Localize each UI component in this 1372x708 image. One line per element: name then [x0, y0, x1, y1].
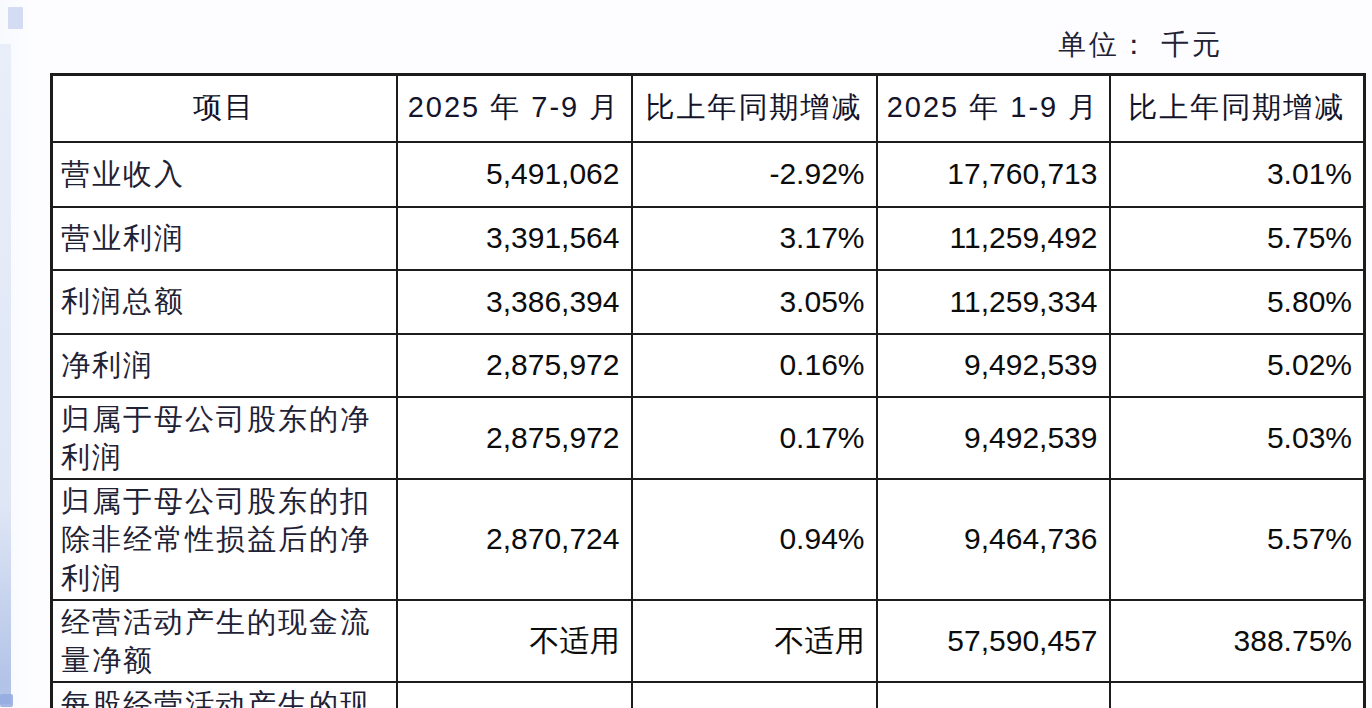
unit-label: 单位： 千元: [1058, 26, 1223, 64]
table-row-cash-flow-per-share: 每股经营活动产生的现金流量净额（元/股） 不适用 不适用 13.59 359.8…: [52, 682, 1365, 708]
financial-summary-table: 项目 2025 年 7-9 月 比上年同期增减 2025 年 1-9 月 比上年…: [50, 73, 1366, 708]
value-cell: 2,870,724: [397, 479, 632, 600]
value-cell: 5.80%: [1110, 270, 1365, 334]
header-q3-yoy-change: 比上年同期增减: [632, 75, 877, 142]
table-row-operating-profit: 营业利润 3,391,564 3.17% 11,259,492 5.75%: [52, 207, 1365, 270]
table-row-net-profit-excl-nonrecurring: 归属于母公司股东的扣除非经常性损益后的净利润 2,870,724 0.94% 9…: [52, 479, 1365, 600]
header-q3-period: 2025 年 7-9 月: [397, 75, 632, 142]
row-label-cell: 每股经营活动产生的现金流量净额（元/股）: [52, 682, 397, 708]
value-cell: 不适用: [397, 682, 632, 708]
value-cell: 5.03%: [1110, 397, 1365, 480]
value-cell: 3,386,394: [397, 270, 632, 334]
left-edge-artifact: [0, 44, 11, 704]
value-cell: 11,259,492: [877, 207, 1110, 270]
value-cell: 0.94%: [632, 479, 877, 600]
value-cell: 3.01%: [1110, 142, 1365, 207]
value-cell: 3,391,564: [397, 207, 632, 270]
value-cell: 5,491,062: [397, 142, 632, 207]
value-cell: 2,875,972: [397, 397, 632, 480]
table-header-row: 项目 2025 年 7-9 月 比上年同期增减 2025 年 1-9 月 比上年…: [52, 75, 1365, 142]
value-cell: 359.85%: [1110, 682, 1365, 708]
row-label-cell: 利润总额: [52, 270, 397, 334]
value-cell: 5.02%: [1110, 334, 1365, 397]
header-item-column: 项目: [52, 75, 397, 142]
value-cell: 3.17%: [632, 207, 877, 270]
value-cell: 不适用: [632, 682, 877, 708]
value-cell: 3.05%: [632, 270, 877, 334]
value-cell: 5.75%: [1110, 207, 1365, 270]
header-ytd-yoy-change: 比上年同期增减: [1110, 75, 1365, 142]
value-cell: -2.92%: [632, 142, 877, 207]
table-row-total-profit: 利润总额 3,386,394 3.05% 11,259,334 5.80%: [52, 270, 1365, 334]
row-label-cell: 归属于母公司股东的扣除非经常性损益后的净利润: [52, 479, 397, 600]
header-ytd-period: 2025 年 1-9 月: [877, 75, 1110, 142]
value-cell: 不适用: [397, 600, 632, 683]
value-cell: 388.75%: [1110, 600, 1365, 683]
value-cell: 9,492,539: [877, 334, 1110, 397]
value-cell: 0.16%: [632, 334, 877, 397]
row-label-cell: 经营活动产生的现金流量净额: [52, 600, 397, 683]
value-cell: 57,590,457: [877, 600, 1110, 683]
row-label-cell: 营业收入: [52, 142, 397, 207]
table-row-net-profit-to-parent: 归属于母公司股东的净利润 2,875,972 0.17% 9,492,539 5…: [52, 397, 1365, 480]
value-cell: 不适用: [632, 600, 877, 683]
value-cell: 0.17%: [632, 397, 877, 480]
bottom-left-artifact: [0, 694, 13, 707]
value-cell: 9,464,736: [877, 479, 1110, 600]
value-cell: 2,875,972: [397, 334, 632, 397]
table-row-operating-revenue: 营业收入 5,491,062 -2.92% 17,760,713 3.01%: [52, 142, 1365, 207]
value-cell: 13.59: [877, 682, 1110, 708]
top-left-artifact: [8, 7, 23, 29]
value-cell: 17,760,713: [877, 142, 1110, 207]
row-label-cell: 净利润: [52, 334, 397, 397]
value-cell: 5.57%: [1110, 479, 1365, 600]
row-label-cell: 营业利润: [52, 207, 397, 270]
document-page: 单位： 千元 项目 2025 年 7-9 月 比上年同期增减 2025 年 1-…: [0, 0, 1372, 708]
row-label-cell: 归属于母公司股东的净利润: [52, 397, 397, 480]
table-row-net-profit: 净利润 2,875,972 0.16% 9,492,539 5.02%: [52, 334, 1365, 397]
table-row-operating-cash-flow: 经营活动产生的现金流量净额 不适用 不适用 57,590,457 388.75%: [52, 600, 1365, 683]
value-cell: 9,492,539: [877, 397, 1110, 480]
value-cell: 11,259,334: [877, 270, 1110, 334]
